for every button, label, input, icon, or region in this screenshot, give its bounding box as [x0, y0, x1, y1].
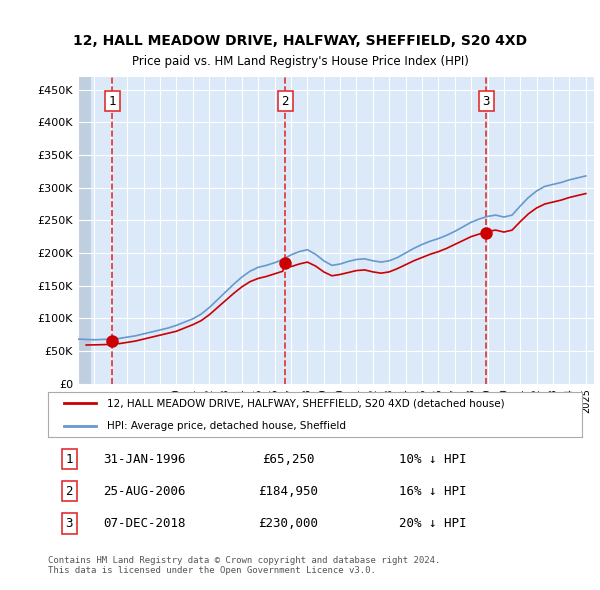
Text: 31-JAN-1996: 31-JAN-1996	[103, 453, 185, 466]
Text: 2: 2	[281, 95, 289, 108]
Text: Price paid vs. HM Land Registry's House Price Index (HPI): Price paid vs. HM Land Registry's House …	[131, 55, 469, 68]
Text: 20% ↓ HPI: 20% ↓ HPI	[399, 517, 466, 530]
Text: 10% ↓ HPI: 10% ↓ HPI	[399, 453, 466, 466]
Text: 12, HALL MEADOW DRIVE, HALFWAY, SHEFFIELD, S20 4XD: 12, HALL MEADOW DRIVE, HALFWAY, SHEFFIEL…	[73, 34, 527, 48]
Text: 2: 2	[65, 485, 73, 498]
Text: 25-AUG-2006: 25-AUG-2006	[103, 485, 185, 498]
Text: 16% ↓ HPI: 16% ↓ HPI	[399, 485, 466, 498]
Text: 1: 1	[65, 453, 73, 466]
Text: 3: 3	[482, 95, 490, 108]
Text: £184,950: £184,950	[259, 485, 319, 498]
Text: 1: 1	[109, 95, 116, 108]
Text: 12, HALL MEADOW DRIVE, HALFWAY, SHEFFIELD, S20 4XD (detached house): 12, HALL MEADOW DRIVE, HALFWAY, SHEFFIEL…	[107, 398, 505, 408]
Text: Contains HM Land Registry data © Crown copyright and database right 2024.
This d: Contains HM Land Registry data © Crown c…	[48, 556, 440, 575]
Text: HPI: Average price, detached house, Sheffield: HPI: Average price, detached house, Shef…	[107, 421, 346, 431]
Text: 3: 3	[65, 517, 73, 530]
Bar	[78, 77, 91, 384]
Text: £65,250: £65,250	[262, 453, 314, 466]
Text: 07-DEC-2018: 07-DEC-2018	[103, 517, 185, 530]
Text: £230,000: £230,000	[259, 517, 319, 530]
